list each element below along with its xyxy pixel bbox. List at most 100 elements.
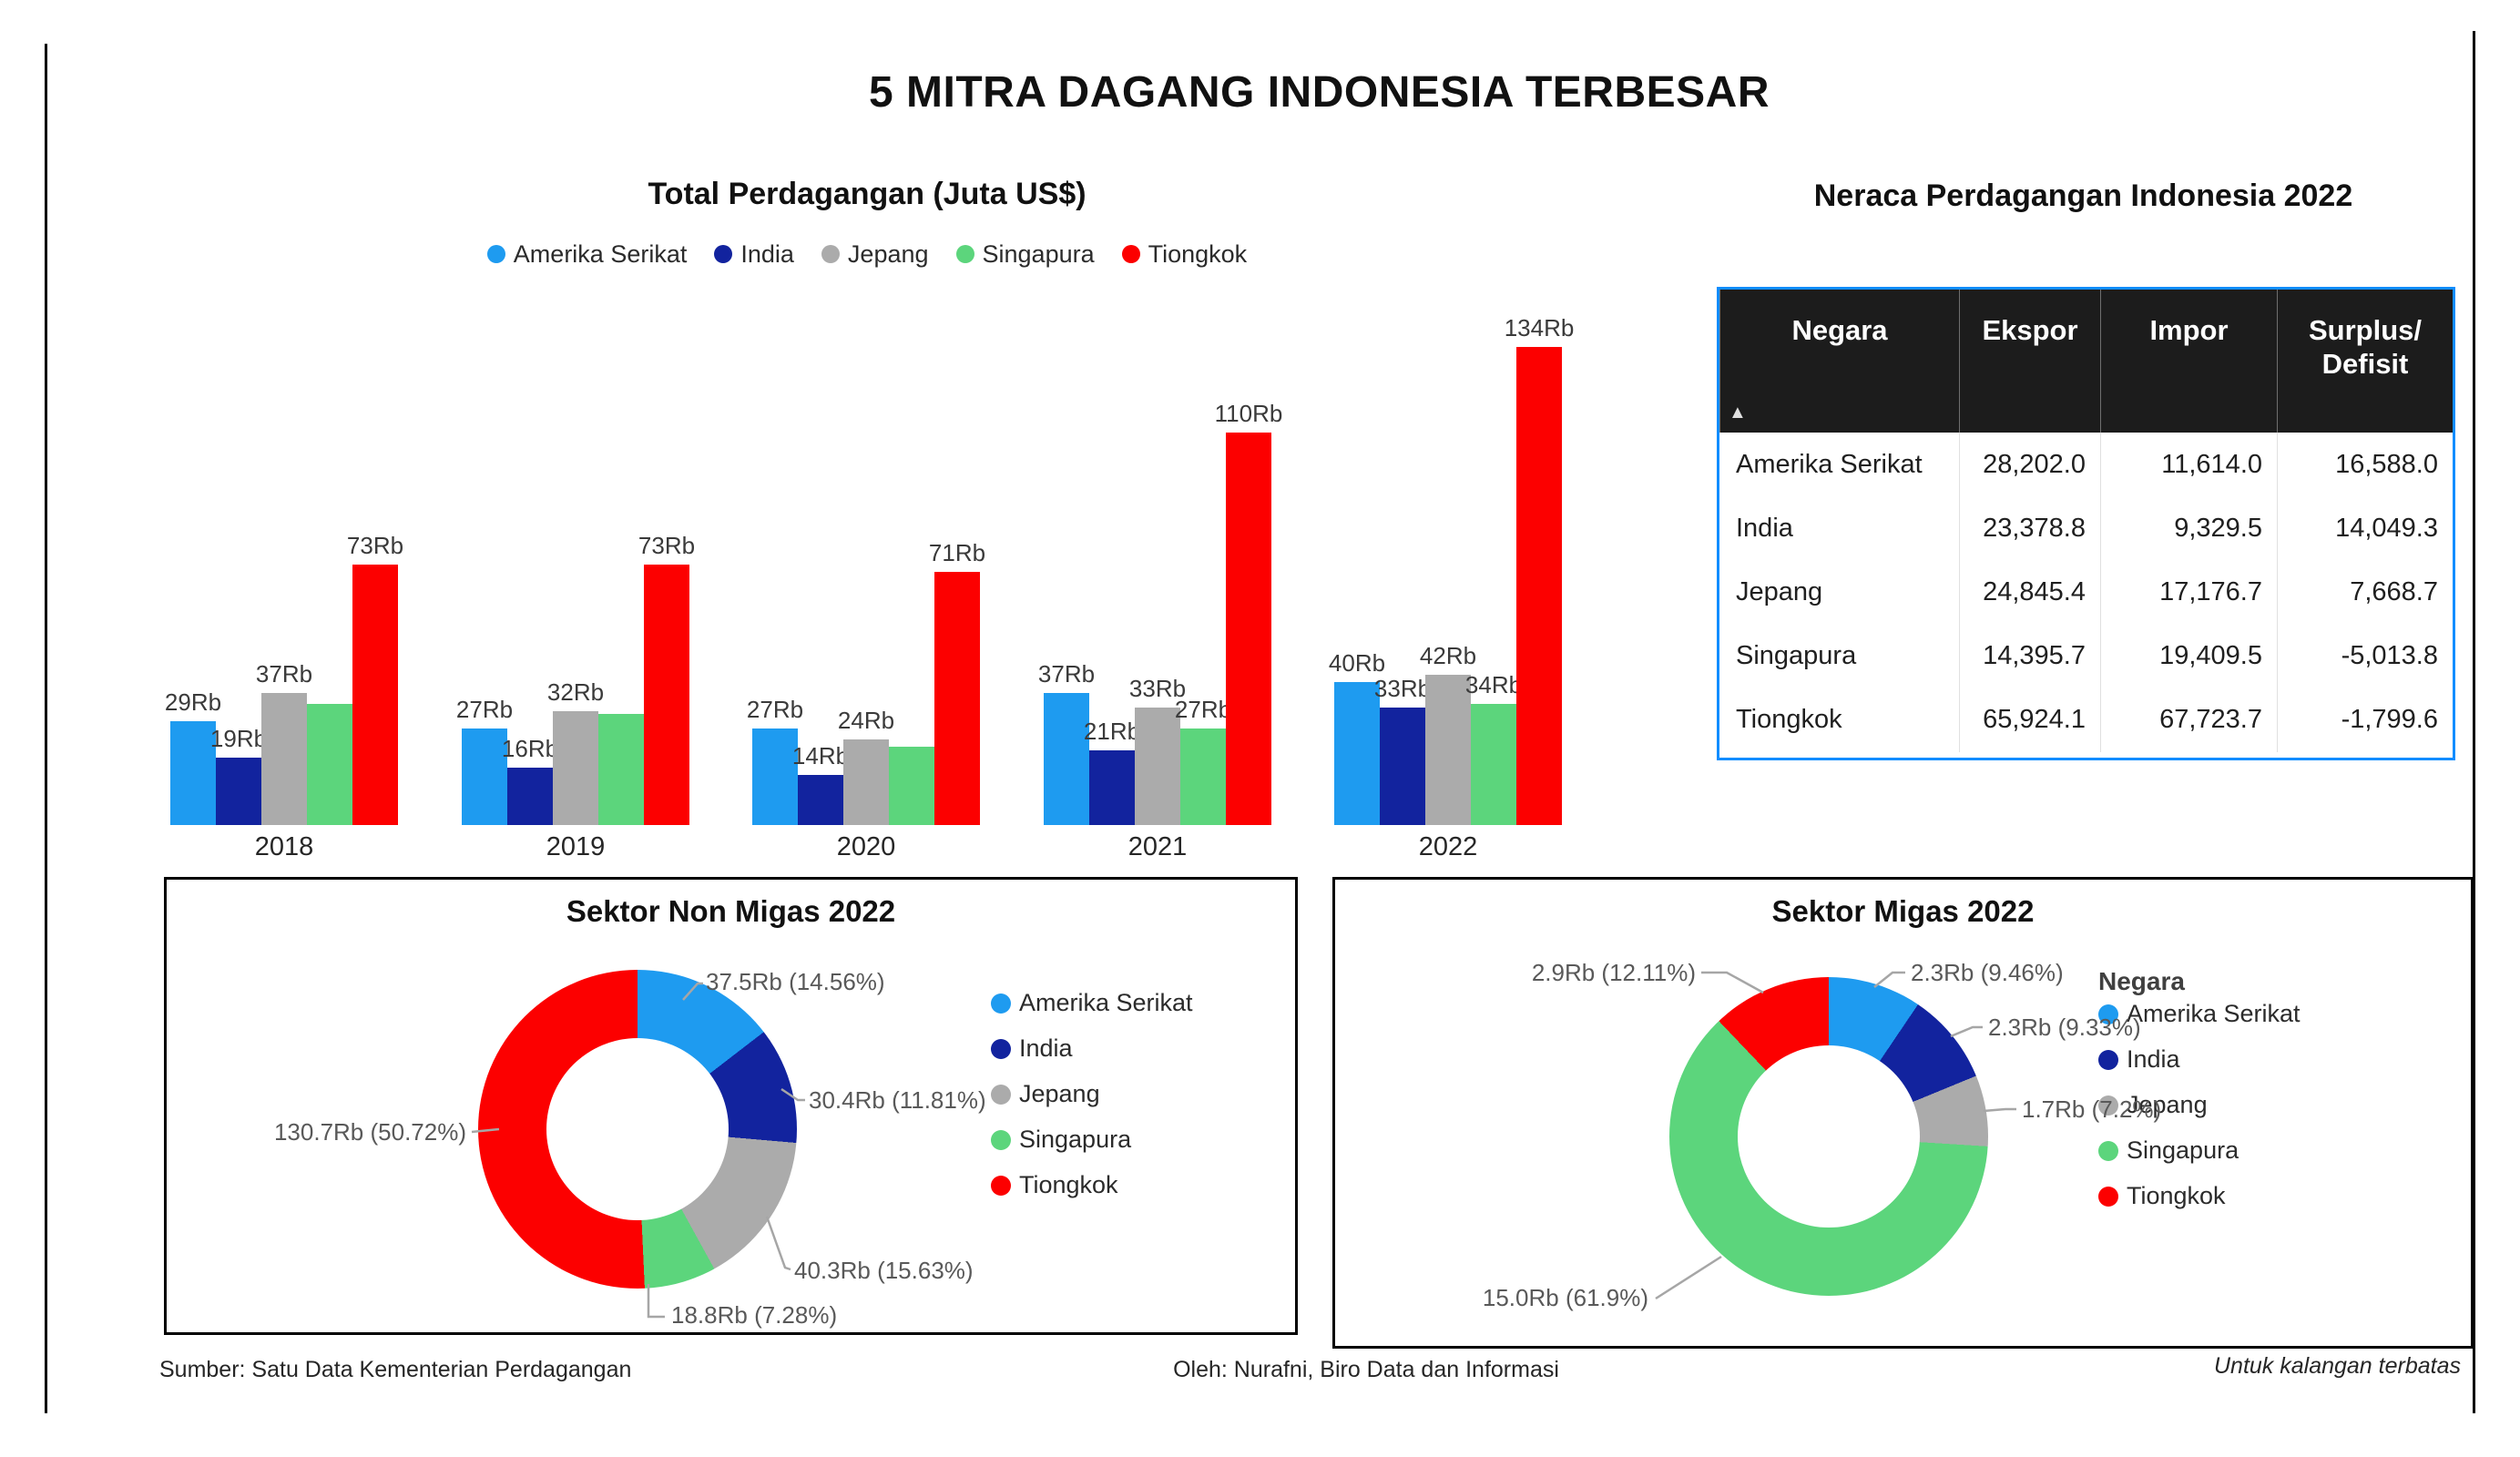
table-row-tiongkok[interactable]: Tiongkok 65,924.1 67,723.7 -1,799.6 [1719, 688, 2453, 752]
table-row-india[interactable]: India 23,378.8 9,329.5 14,049.3 [1719, 496, 2453, 561]
bar-data-label: 73Rb [346, 532, 404, 559]
migas-legend-block: Negara Amerika Serikat India Jepang Singapu… [2098, 967, 2301, 1210]
legend-label: India [740, 239, 794, 268]
column-header-impor[interactable]: Impor [2100, 290, 2277, 433]
legend-item-india[interactable]: India [2098, 1045, 2301, 1074]
legend-swatch [821, 245, 840, 263]
legend-label: Jepang [847, 239, 929, 268]
bar-india-2021[interactable] [1089, 750, 1135, 825]
legend-swatch [2098, 1186, 2118, 1207]
table-body: Amerika Serikat 28,202.0 11,614.0 16,588.0 I… [1719, 433, 2453, 752]
legend-label: Jepang [2127, 1091, 2208, 1118]
legend-item-singapura[interactable]: Singapura [991, 1126, 1193, 1154]
bar-data-label: 73Rb [638, 532, 696, 559]
bar-data-label: 40Rb [1328, 649, 1386, 677]
donut-label-tiongkok: 130.7Rb (50.72%) [273, 1118, 466, 1146]
donut-label-amerika-serikat: 2.3Rb (9.46%) [1911, 959, 2064, 986]
bar-data-label: 33Rb [1128, 675, 1187, 702]
legend-label: Tiongkok [2127, 1182, 2226, 1209]
bar-amerika-serikat-2019[interactable] [462, 728, 507, 825]
bar-amerika-serikat-2022[interactable] [1334, 682, 1380, 825]
bar-india-2019[interactable] [507, 768, 553, 825]
donut-hole [1738, 1045, 1920, 1228]
cell-value: 19,409.5 [2100, 624, 2277, 688]
cell-value: -1,799.6 [2277, 688, 2453, 752]
bar-data-label: 37Rb [255, 660, 313, 688]
bar-tiongkok-2020[interactable] [934, 572, 980, 825]
bar-data-label: 42Rb [1419, 642, 1477, 669]
cell-value: 14,049.3 [2277, 496, 2453, 561]
bar-singapura-2018[interactable] [307, 704, 352, 825]
bar-amerika-serikat-2020[interactable] [752, 728, 798, 825]
legend-item-amerika-serikat[interactable]: Amerika Serikat [2098, 1000, 2301, 1028]
bar-india-2020[interactable] [798, 775, 843, 825]
legend-swatch [2098, 1004, 2118, 1024]
bar-amerika-serikat-2018[interactable] [170, 721, 216, 825]
bar-tiongkok-2019[interactable] [644, 565, 689, 825]
legend-item-india[interactable]: India [991, 1034, 1193, 1063]
bar-data-label: 24Rb [837, 707, 895, 734]
legend-swatch [991, 1175, 1011, 1196]
table-row-singapura[interactable]: Singapura 14,395.7 19,409.5 -5,013.8 [1719, 624, 2453, 688]
cell-value: 17,176.7 [2100, 560, 2277, 625]
bar-tiongkok-2022[interactable] [1516, 347, 1562, 825]
non-migas-donut-chart[interactable] [478, 970, 797, 1289]
bar-singapura-2021[interactable] [1180, 728, 1226, 825]
bar-data-label: 110Rb [1214, 400, 1283, 427]
bar-india-2022[interactable] [1380, 708, 1425, 825]
cell-country: Jepang [1736, 576, 1823, 606]
table-row-jepang[interactable]: Jepang 24,845.4 17,176.7 7,668.7 [1719, 560, 2453, 625]
migas-donut-chart[interactable] [1669, 977, 1988, 1296]
legend-swatch [2098, 1095, 2118, 1116]
cell-value: 23,378.8 [1959, 496, 2100, 561]
bar-singapura-2020[interactable] [889, 747, 934, 825]
bar-jepang-2019[interactable] [553, 711, 598, 825]
bar-tiongkok-2021[interactable] [1226, 433, 1271, 825]
legend-item-amerika-serikat[interactable]: Amerika Serikat [486, 240, 687, 269]
donut-label-india: 30.4Rb (11.81%) [809, 1086, 986, 1114]
legend-item-singapura[interactable]: Singapura [2098, 1136, 2301, 1165]
legend-swatch [714, 245, 733, 263]
bar-chart-title: Total Perdagangan (Juta US$) [648, 177, 1087, 211]
donut-label-singapura: 18.8Rb (7.28%) [671, 1301, 838, 1329]
donut-label-india: 2.3Rb (9.33%) [1988, 1014, 2141, 1041]
legend-item-jepang[interactable]: Jepang [2098, 1091, 2301, 1119]
bar-tiongkok-2018[interactable] [352, 565, 398, 825]
legend-label: Singapura [1019, 1126, 1132, 1153]
legend-item-tiongkok[interactable]: Tiongkok [991, 1171, 1193, 1199]
table-row-amerika-serikat[interactable]: Amerika Serikat 28,202.0 11,614.0 16,588.0 [1719, 433, 2453, 497]
column-header-ekspor[interactable]: Ekspor [1959, 290, 2100, 433]
bar-singapura-2022[interactable] [1471, 704, 1516, 825]
bar-amerika-serikat-2021[interactable] [1044, 693, 1089, 825]
column-header-negara[interactable]: Negara [1719, 290, 1959, 433]
bar-jepang-2020[interactable] [843, 739, 889, 825]
legend-swatch [2098, 1140, 2118, 1161]
bar-jepang-2018[interactable] [261, 693, 307, 825]
legend-item-india[interactable]: India [714, 240, 794, 269]
cell-country: Amerika Serikat [1736, 449, 1923, 479]
sort-ascending-icon[interactable]: ▲ [1729, 402, 1747, 423]
legend-label: Amerika Serikat [1019, 989, 1193, 1016]
bar-jepang-2022[interactable] [1425, 675, 1471, 825]
bar-singapura-2019[interactable] [598, 714, 644, 825]
axis-label-2018: 2018 [254, 832, 314, 861]
legend-swatch [991, 1038, 1011, 1059]
legend-item-jepang[interactable]: Jepang [821, 240, 929, 269]
legend-label: Tiongkok [1148, 239, 1248, 268]
axis-label-2021: 2021 [1127, 832, 1188, 861]
legend-label: Tiongkok [1019, 1171, 1118, 1198]
legend-item-amerika-serikat[interactable]: Amerika Serikat [991, 989, 1193, 1017]
cell-value: 24,845.4 [1959, 560, 2100, 625]
legend-label: Singapura [982, 239, 1095, 268]
bar-india-2018[interactable] [216, 758, 261, 825]
legend-item-tiongkok[interactable]: Tiongkok [2098, 1182, 2301, 1210]
cell-value: 16,588.0 [2277, 433, 2453, 497]
legend-item-singapura[interactable]: Singapura [955, 239, 1095, 269]
bar-jepang-2021[interactable] [1135, 708, 1180, 825]
column-header-surplus-defisit[interactable]: Surplus/​Defisit [2277, 290, 2453, 433]
non-migas-legend: Amerika Serikat India Jepang Singapura Tiong… [991, 989, 1193, 1199]
legend-item-tiongkok[interactable]: Tiongkok [1121, 239, 1248, 269]
legend-label: India [2127, 1045, 2180, 1073]
donut-label-jepang: 1.7Rb (7.2%) [2022, 1095, 2162, 1123]
legend-item-jepang[interactable]: Jepang [991, 1080, 1193, 1108]
